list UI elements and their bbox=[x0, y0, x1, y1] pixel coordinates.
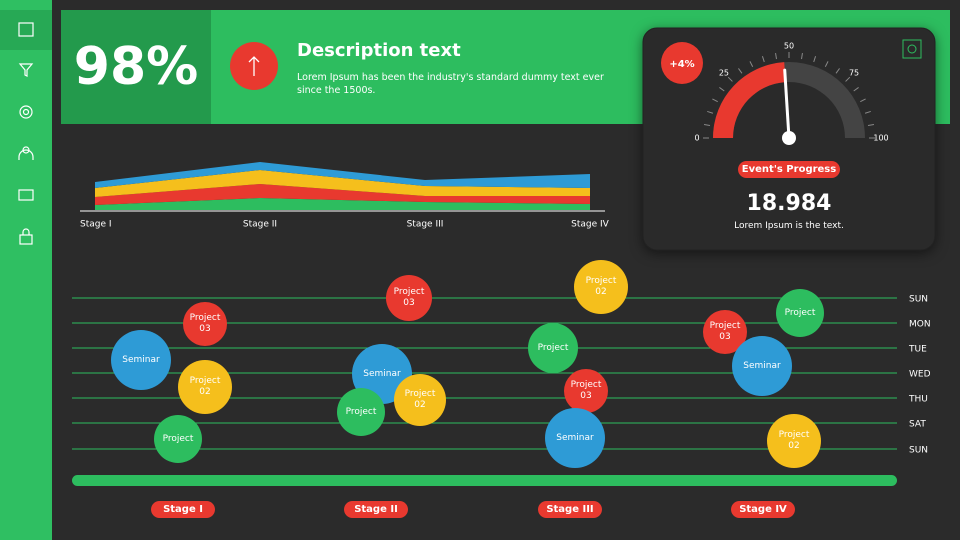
gauge-caption: Lorem Ipsum is the text. bbox=[734, 221, 844, 231]
day-label: SUN bbox=[909, 295, 928, 305]
badge bbox=[661, 42, 703, 84]
gauge-number: 18.984 bbox=[746, 191, 832, 216]
filter-icon[interactable] bbox=[18, 63, 34, 77]
stage-label: Stage III bbox=[538, 501, 602, 518]
kpi-title: Description text bbox=[297, 40, 461, 61]
day-label: SAT bbox=[909, 420, 926, 430]
gauge-tick-label: 0 bbox=[694, 134, 699, 143]
stage-label: Stage II bbox=[344, 501, 408, 518]
gauge-needle bbox=[783, 68, 791, 140]
kpi-value: 98% bbox=[73, 37, 199, 97]
kpi-text: Lorem Ipsum has been the industry's stan… bbox=[297, 72, 604, 96]
badge-label: +4% bbox=[669, 59, 694, 70]
gauge-minor-tick bbox=[712, 98, 718, 103]
event-bubble[interactable]: Project bbox=[776, 289, 824, 337]
gauge-minor-tick bbox=[845, 76, 851, 82]
card-icon[interactable] bbox=[902, 39, 922, 59]
gauge-minor-tick bbox=[775, 52, 777, 60]
area-layer bbox=[95, 198, 590, 210]
stage-label: Stage I bbox=[151, 501, 215, 518]
event-bubble[interactable]: Seminar bbox=[111, 330, 171, 390]
event-bubble[interactable]: Project bbox=[337, 388, 385, 436]
x-tick-label: Stage IV bbox=[571, 220, 610, 230]
gauge-minor-tick bbox=[853, 87, 859, 92]
gauge-minor-tick bbox=[749, 61, 754, 67]
briefcase-icon[interactable] bbox=[18, 189, 34, 201]
sidebar-icons bbox=[18, 22, 34, 245]
kpi-block bbox=[61, 10, 211, 124]
timeline-bar bbox=[72, 475, 897, 486]
event-bubble[interactable]: Project bbox=[154, 415, 202, 463]
event-bubble[interactable]: Project 03 bbox=[183, 302, 227, 346]
event-bubble[interactable]: Project 02 bbox=[767, 414, 821, 468]
settings-icon-core bbox=[22, 108, 30, 116]
event-bubble[interactable]: Project 02 bbox=[178, 360, 232, 414]
gauge-fill bbox=[713, 62, 786, 139]
gauge-minor-tick bbox=[835, 68, 840, 74]
gauge-hub bbox=[782, 131, 796, 145]
gauge-minor-tick bbox=[703, 124, 711, 126]
area-layer bbox=[95, 170, 590, 197]
gauge-minor-tick bbox=[864, 110, 871, 114]
area-layer bbox=[95, 184, 590, 205]
day-label: TUE bbox=[908, 345, 927, 355]
calendar-icon[interactable] bbox=[18, 22, 34, 37]
lock-shackle bbox=[22, 228, 30, 235]
sidebar-active bbox=[0, 10, 52, 50]
gauge-minor-tick bbox=[860, 98, 866, 103]
day-label: SUN bbox=[909, 446, 928, 456]
event-bubble[interactable]: Project 03 bbox=[386, 275, 432, 321]
users-icon[interactable] bbox=[18, 146, 34, 160]
gauge-minor-tick bbox=[738, 68, 743, 74]
day-label: WED bbox=[909, 370, 931, 380]
day-label: MON bbox=[909, 320, 931, 330]
trend-arrow bbox=[248, 56, 260, 76]
day-label: THU bbox=[908, 395, 928, 405]
gauge-minor-tick bbox=[813, 56, 817, 63]
event-bubble[interactable]: Seminar bbox=[732, 336, 792, 396]
gauge-tick-label: 50 bbox=[784, 42, 794, 51]
event-bubble[interactable]: Project 03 bbox=[564, 369, 608, 413]
gauge-minor-tick bbox=[727, 76, 733, 82]
gauge-minor-tick bbox=[867, 124, 875, 126]
card-icon-inner bbox=[907, 44, 917, 54]
gauge-label: Event's Progress bbox=[738, 161, 840, 178]
gauge-tick-label: 75 bbox=[849, 68, 859, 77]
gauge-minor-tick bbox=[801, 52, 803, 60]
gauge-minor-tick bbox=[719, 87, 725, 92]
gauge-minor-tick bbox=[761, 56, 765, 63]
settings-icon[interactable] bbox=[19, 105, 33, 119]
event-bubble[interactable]: Project bbox=[528, 323, 578, 373]
x-tick-label: Stage II bbox=[243, 220, 277, 230]
event-bubble[interactable]: Seminar bbox=[545, 408, 605, 468]
event-bubble[interactable]: Project 02 bbox=[574, 260, 628, 314]
gauge-minor-tick bbox=[707, 110, 714, 114]
area-layer bbox=[95, 162, 590, 188]
x-tick-label: Stage I bbox=[80, 220, 112, 230]
gauge-minor-tick bbox=[824, 61, 829, 67]
gauge-tick-label: 25 bbox=[719, 68, 729, 77]
gauge-tick-label: 100 bbox=[873, 134, 888, 143]
stage-label: Stage IV bbox=[731, 501, 795, 518]
x-tick-label: Stage III bbox=[407, 220, 444, 230]
lock-icon[interactable] bbox=[19, 234, 33, 245]
sidebar bbox=[0, 0, 52, 540]
event-bubble[interactable]: Project 02 bbox=[394, 374, 446, 426]
